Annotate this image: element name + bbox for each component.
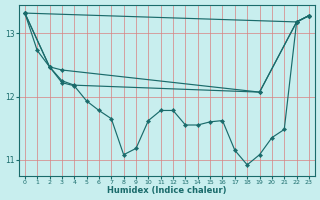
X-axis label: Humidex (Indice chaleur): Humidex (Indice chaleur) [107,186,227,195]
